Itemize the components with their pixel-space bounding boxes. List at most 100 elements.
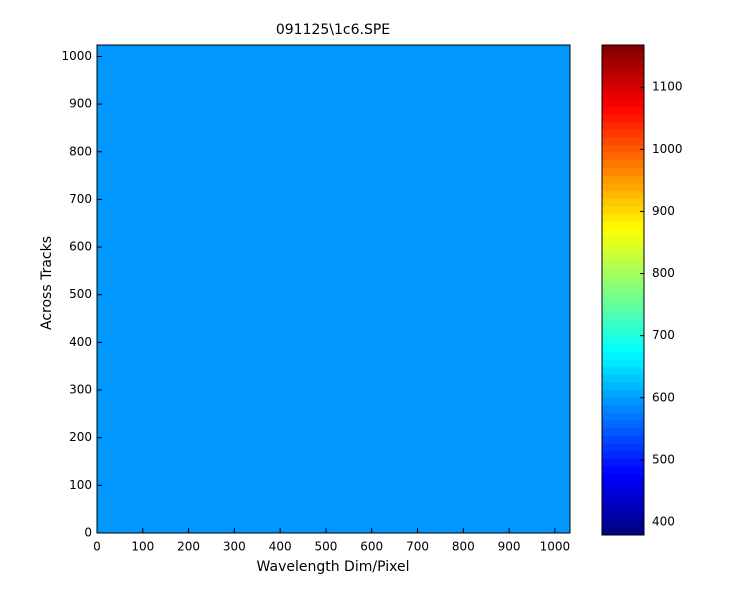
- colorbar-tick-label: 1000: [652, 142, 683, 156]
- colorbar-band: [602, 45, 644, 54]
- colorbar-band: [602, 159, 644, 168]
- colorbar-band: [602, 489, 644, 498]
- colorbar-band: [602, 75, 644, 84]
- y-tick-label: 200: [69, 430, 92, 444]
- colorbar-band: [602, 190, 644, 199]
- colorbar-band: [602, 90, 644, 100]
- colorbar-band: [602, 512, 644, 521]
- colorbar-band: [602, 236, 644, 245]
- y-tick-label: 500: [69, 287, 92, 301]
- y-tick-label: 400: [69, 335, 92, 349]
- colorbar-band: [602, 205, 644, 214]
- colorbar-band: [602, 504, 644, 513]
- y-tick-label: 700: [69, 192, 92, 206]
- x-tick-label: 600: [360, 540, 383, 554]
- colorbar-band: [602, 144, 644, 153]
- colorbar-band: [602, 473, 644, 482]
- colorbar-band: [602, 458, 644, 467]
- colorbar-band: [602, 320, 644, 329]
- colorbar-band: [602, 328, 644, 337]
- image: [97, 45, 570, 533]
- colorbar-tick-label: 700: [652, 328, 675, 342]
- colorbar-band: [602, 251, 644, 260]
- x-tick-label: 700: [406, 540, 429, 554]
- colorbar-band: [602, 343, 644, 352]
- colorbar-band: [602, 420, 644, 429]
- colorbar-band: [602, 450, 644, 459]
- colorbar-band: [602, 527, 644, 536]
- colorbar-band: [602, 481, 644, 490]
- colorbar-tick-label: 600: [652, 390, 675, 404]
- y-tick-label: 300: [69, 383, 92, 397]
- colorbar-band: [602, 496, 644, 505]
- colorbar-tick-label: 1100: [652, 80, 683, 94]
- x-tick-label: 500: [314, 540, 337, 554]
- x-tick-label: 900: [498, 540, 521, 554]
- colorbar-band: [602, 443, 644, 452]
- y-tick-label: 100: [69, 478, 92, 492]
- colorbar-band: [602, 381, 644, 391]
- colorbar-band: [602, 106, 644, 115]
- colorbar-frame: [601, 44, 645, 536]
- colorbar-band: [602, 198, 644, 207]
- colorbar-band: [602, 312, 644, 322]
- colorbar-band: [602, 358, 644, 368]
- x-tick-label: 800: [452, 540, 475, 554]
- colorbar-band: [602, 213, 644, 222]
- colorbar-band: [602, 351, 644, 360]
- axes-frame: [96, 44, 571, 534]
- colorbar-tick-label: 500: [652, 452, 675, 466]
- colorbar-band: [602, 389, 644, 398]
- y-tick-label: 0: [84, 526, 92, 540]
- x-axis-label: Wavelength Dim/Pixel: [257, 559, 410, 575]
- y-tick-label: 1000: [61, 49, 92, 63]
- colorbar-band: [602, 466, 644, 475]
- colorbar-band: [602, 113, 644, 123]
- colorbar-band: [602, 366, 644, 375]
- colorbar-band: [602, 182, 644, 191]
- colorbar-band: [602, 52, 644, 61]
- colorbar-band: [602, 244, 644, 253]
- colorbar-band: [602, 83, 644, 92]
- colorbar-band: [602, 121, 644, 130]
- colorbar-band: [602, 305, 644, 314]
- colorbar-band: [602, 228, 644, 237]
- colorbar-band: [602, 221, 644, 230]
- colorbar-band: [602, 374, 644, 383]
- x-tick-label: 300: [223, 540, 246, 554]
- colorbar-tick-label: 900: [652, 204, 675, 218]
- colorbar-tick-label: 800: [652, 266, 675, 280]
- colorbar-band: [602, 412, 644, 421]
- y-axis-label: Across Tracks: [39, 236, 55, 330]
- colorbar-band: [602, 404, 644, 413]
- x-tick-label: 1000: [540, 540, 571, 554]
- y-tick-label: 900: [69, 97, 92, 111]
- colorbar-band: [602, 282, 644, 291]
- colorbar-band: [602, 335, 644, 345]
- colorbar-band: [602, 274, 644, 283]
- chart-title: 091125\1c6.SPE: [276, 22, 390, 38]
- colorbar-band: [602, 60, 644, 69]
- colorbar-band: [602, 129, 644, 138]
- colorbar-band: [602, 259, 644, 268]
- colorbar-band: [602, 175, 644, 184]
- y-tick-label: 800: [69, 144, 92, 158]
- x-tick-label: 400: [269, 540, 292, 554]
- colorbar-band: [602, 98, 644, 107]
- colorbar-band: [602, 67, 644, 77]
- x-tick-label: 200: [177, 540, 200, 554]
- y-tick-label: 600: [69, 240, 92, 254]
- colorbar-band: [602, 297, 644, 306]
- colorbar-band: [602, 167, 644, 176]
- colorbar-band: [602, 519, 644, 528]
- colorbar-band: [602, 397, 644, 406]
- x-tick-label: 100: [131, 540, 154, 554]
- colorbar-band: [602, 427, 644, 436]
- colorbar-band: [602, 136, 644, 146]
- colorbar-tick-label: 400: [652, 514, 675, 528]
- colorbar-band: [602, 290, 644, 299]
- colorbar-band: [602, 152, 644, 161]
- colorbar-band: [602, 435, 644, 444]
- colorbar-band: [602, 267, 644, 276]
